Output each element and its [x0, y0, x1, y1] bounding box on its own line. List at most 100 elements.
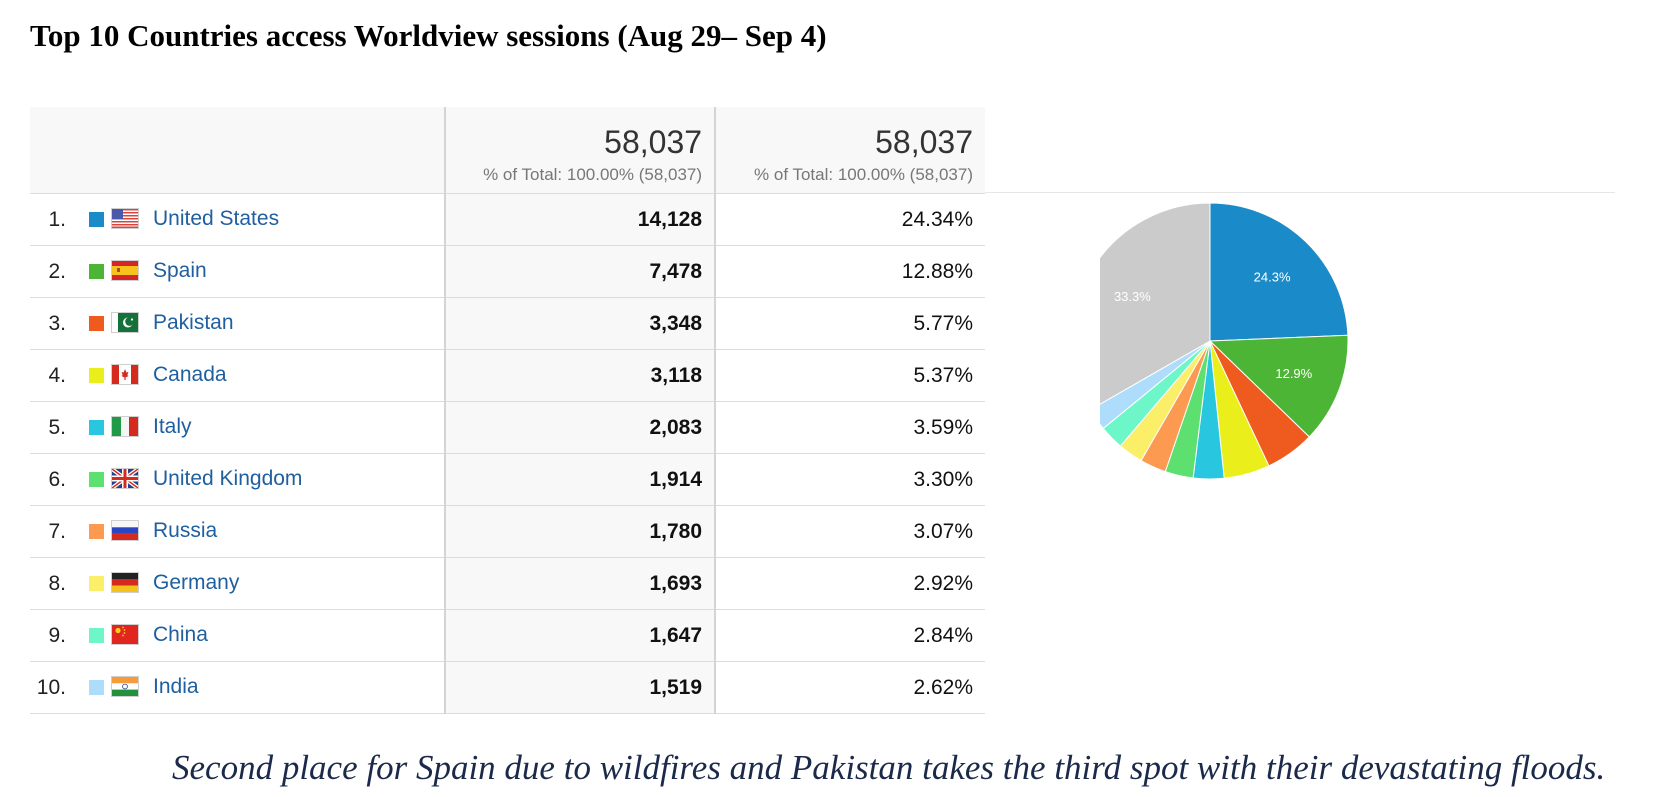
rank-number: 1.: [48, 208, 66, 231]
rank-number: 4.: [48, 364, 66, 387]
legend-color-swatch: [89, 420, 104, 435]
sessions-cell: 14,128: [444, 193, 716, 246]
percent-total-value: 58,037: [875, 124, 973, 160]
sessions-cell: 3,118: [444, 349, 716, 402]
country-cell: 4. Canada: [30, 349, 446, 402]
table-row: 5. Italy 2,083 3.59%: [30, 401, 985, 454]
country-cell: 6. United Kingdom: [30, 453, 446, 506]
sessions-pie-chart: 24.3% 12.9% 33.3%: [1100, 202, 1349, 480]
sessions-total-subtext: % of Total: 100.00% (58,037): [483, 165, 703, 184]
country-cell: 8. Germany: [30, 557, 446, 610]
rank-number: 6.: [48, 468, 66, 491]
dimension-header: [30, 107, 446, 194]
percent-cell: 3.59%: [714, 401, 985, 454]
header-divider: [985, 192, 1615, 193]
percent-cell: 3.07%: [714, 505, 985, 558]
table-row: 3. Pakistan 3,348 5.77%: [30, 297, 985, 350]
legend-color-swatch: [89, 680, 104, 695]
table-row: 8. Germany 1,693 2.92%: [30, 557, 985, 610]
country-cell: 10. India: [30, 661, 446, 714]
rank-number: 8.: [48, 572, 66, 595]
country-link[interactable]: Pakistan: [153, 311, 234, 334]
country-link[interactable]: Canada: [153, 363, 227, 386]
caption: Second place for Spain due to wildfires …: [172, 748, 1606, 787]
legend-color-swatch: [89, 628, 104, 643]
percent-cell: 24.34%: [714, 193, 985, 246]
table-row: 2. Spain 7,478 12.88%: [30, 245, 985, 298]
percent-cell: 2.84%: [714, 609, 985, 662]
uk-flag-icon: [112, 469, 138, 488]
canada-flag-icon: [112, 365, 138, 384]
pie-slice-other: [1100, 202, 1211, 405]
table-row: 7. Russia 1,780 3.07%: [30, 505, 985, 558]
germany-flag-icon: [112, 573, 138, 592]
china-flag-icon: [112, 625, 138, 644]
country-cell: 5. Italy: [30, 401, 446, 454]
pie-slice-spain: [1208, 334, 1349, 438]
rank-number: 5.: [48, 416, 66, 439]
legend-color-swatch: [89, 576, 104, 591]
pie-slice-united-states: [1209, 202, 1349, 342]
table-row: 4. Canada 3,118 5.37%: [30, 349, 985, 402]
sessions-cell: 1,647: [444, 609, 716, 662]
country-link[interactable]: India: [153, 675, 199, 698]
sessions-total-cell: 58,037 % of Total: 100.00% (58,037): [444, 107, 716, 194]
sessions-cell: 1,914: [444, 453, 716, 506]
table-row: 9. China 1,647 2.84%: [30, 609, 985, 662]
india-flag-icon: [112, 677, 138, 696]
percent-cell: 5.77%: [714, 297, 985, 350]
totals-row: 58,037 % of Total: 100.00% (58,037) 58,0…: [30, 107, 985, 194]
country-link[interactable]: Germany: [153, 571, 240, 594]
rank-number: 3.: [48, 312, 66, 335]
report-table: 58,037 % of Total: 100.00% (58,037) 58,0…: [30, 107, 985, 714]
legend-color-swatch: [89, 368, 104, 383]
country-link[interactable]: Russia: [153, 519, 218, 542]
country-cell: 7. Russia: [30, 505, 446, 558]
percent-cell: 2.92%: [714, 557, 985, 610]
sessions-cell: 1,693: [444, 557, 716, 610]
table-row: 10. India 1,519 2.62%: [30, 661, 985, 714]
pie-slice-india: [1100, 340, 1211, 430]
sessions-cell: 2,083: [444, 401, 716, 454]
rank-number: 2.: [48, 260, 66, 283]
sessions-cell: 3,348: [444, 297, 716, 350]
percent-cell: 2.62%: [714, 661, 985, 714]
table-row: 1. United States 14,128 24.34%: [30, 193, 985, 246]
italy-flag-icon: [112, 417, 138, 436]
country-link[interactable]: Spain: [153, 259, 207, 282]
rank-number: 7.: [48, 520, 66, 543]
page-title: Top 10 Countries access Worldview sessio…: [30, 18, 827, 53]
country-cell: 1. United States: [30, 193, 446, 246]
country-cell: 9. China: [30, 609, 446, 662]
percent-cell: 5.37%: [714, 349, 985, 402]
rank-number: 10.: [36, 676, 66, 699]
country-link[interactable]: Italy: [153, 415, 192, 438]
sessions-cell: 1,519: [444, 661, 716, 714]
rank-number: 9.: [48, 624, 66, 647]
country-link[interactable]: China: [153, 623, 208, 646]
pie-slice-label: 24.3%: [1254, 269, 1291, 284]
sessions-total-value: 58,037: [604, 124, 703, 160]
country-cell: 2. Spain: [30, 245, 446, 298]
percent-cell: 3.30%: [714, 453, 985, 506]
legend-color-swatch: [89, 316, 104, 331]
percent-total-cell: 58,037 % of Total: 100.00% (58,037): [714, 107, 985, 194]
sessions-cell: 1,780: [444, 505, 716, 558]
legend-color-swatch: [89, 264, 104, 279]
percent-total-subtext: % of Total: 100.00% (58,037): [754, 165, 973, 184]
pie-slice-label: 12.9%: [1275, 366, 1312, 381]
spain-flag-icon: [112, 261, 138, 280]
us-flag-icon: [112, 209, 138, 228]
country-link[interactable]: United States: [153, 207, 280, 230]
percent-cell: 12.88%: [714, 245, 985, 298]
country-link[interactable]: United Kingdom: [153, 467, 303, 490]
pie-slice-label: 33.3%: [1114, 289, 1151, 304]
legend-color-swatch: [89, 524, 104, 539]
country-cell: 3. Pakistan: [30, 297, 446, 350]
pakistan-flag-icon: [112, 313, 138, 332]
table-row: 6. United Kingdom 1,914 3.30%: [30, 453, 985, 506]
sessions-cell: 7,478: [444, 245, 716, 298]
legend-color-swatch: [89, 472, 104, 487]
legend-color-swatch: [89, 212, 104, 227]
russia-flag-icon: [112, 521, 138, 540]
